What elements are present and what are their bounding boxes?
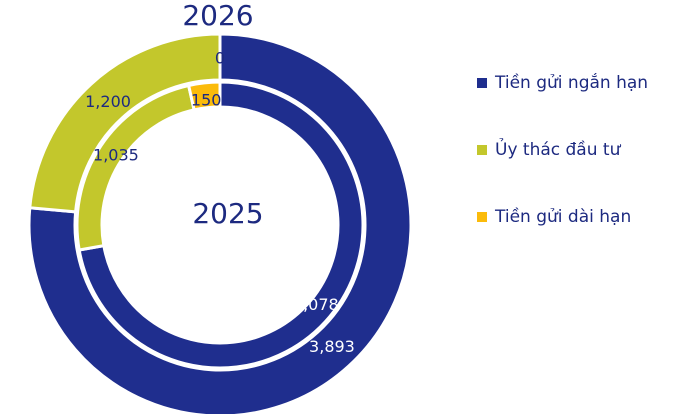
data-label: 150 bbox=[191, 90, 222, 109]
donut-segment bbox=[77, 80, 365, 370]
data-label: 1,035 bbox=[93, 145, 139, 164]
chart-title: 2026 bbox=[182, 0, 253, 32]
legend-marker bbox=[477, 145, 487, 155]
legend-label: Tiền gửi ngắn hạn bbox=[494, 72, 648, 93]
data-label: 0 bbox=[215, 49, 225, 68]
legend-marker bbox=[477, 212, 487, 222]
legend-marker bbox=[477, 78, 487, 88]
donut-segment bbox=[186, 80, 222, 112]
data-label: 3,078 bbox=[293, 295, 339, 314]
donut-segment bbox=[28, 32, 222, 214]
donut-segment bbox=[27, 32, 413, 414]
legend-label: Tiền gửi dài hạn bbox=[494, 206, 631, 227]
data-label: 3,893 bbox=[309, 337, 355, 356]
legend-label: Ủy thác đầu tư bbox=[495, 137, 622, 160]
data-label: 1,200 bbox=[85, 92, 131, 111]
center-label: 2025 bbox=[192, 197, 263, 230]
